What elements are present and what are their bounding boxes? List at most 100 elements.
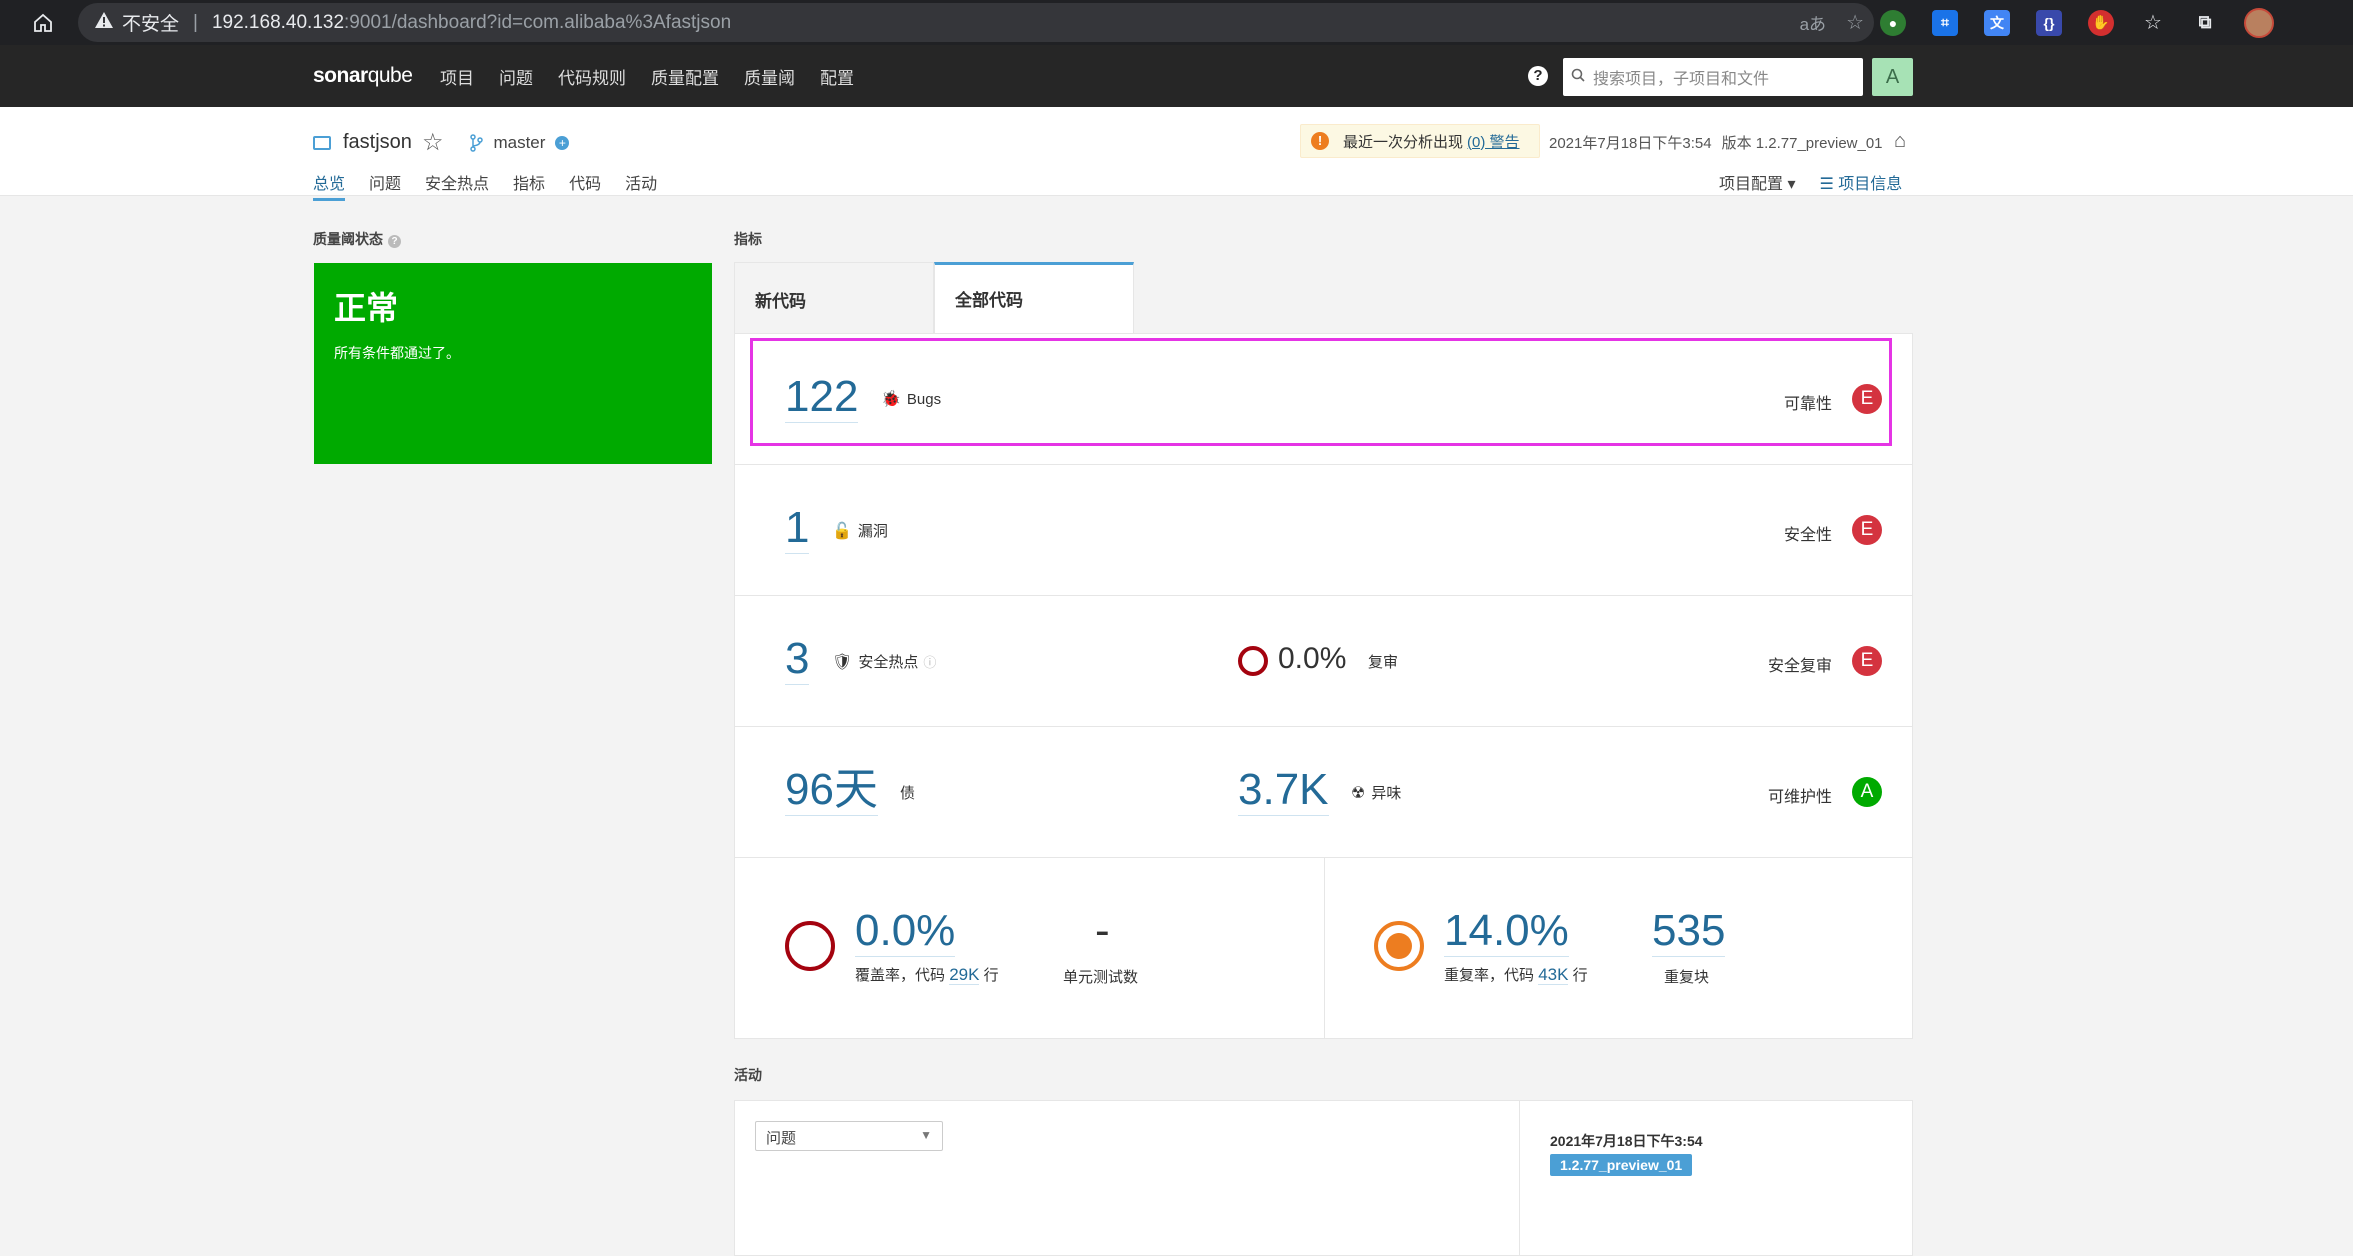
search-placeholder: 搜索项目，子项目和文件 (1593, 71, 1770, 88)
activity-divider (1519, 1101, 1520, 1256)
quality-gate-status-text: 正常 (334, 290, 399, 326)
project-info-link[interactable]: ☰ 项目信息 (1819, 176, 1903, 193)
coverage-value[interactable]: 0.0% (855, 906, 956, 957)
smell-icon: ☢ (1351, 784, 1366, 802)
reliability-rating[interactable]: E (1852, 384, 1882, 414)
security-review-rating[interactable]: E (1852, 646, 1882, 676)
browser-chrome: 不安全 | 192.168.40.132 :9001/dashboard?id=… (0, 0, 2353, 45)
user-avatar[interactable]: A (1872, 58, 1913, 96)
global-search[interactable]: 搜索项目，子项目和文件 (1563, 58, 1863, 96)
extension-json-icon[interactable]: {} (2036, 9, 2062, 36)
help-icon[interactable]: ⓘ (923, 655, 937, 670)
debt-label: 债 (900, 785, 916, 802)
bug-icon: 🐞 (881, 391, 901, 408)
project-title: fastjson ☆ master + (313, 128, 570, 157)
project-settings-dropdown[interactable]: 项目配置 ▾ (1719, 176, 1796, 193)
maintainability-rating[interactable]: A (1852, 777, 1882, 807)
analysis-version: 版本 1.2.77_preview_01 (1721, 135, 1883, 152)
activity-graph-select[interactable]: 问题 ▼ (755, 1121, 943, 1151)
tab-new-code[interactable]: 新代码 (734, 262, 934, 334)
quality-gate-label: 质量阈状态? (313, 229, 401, 249)
warning-text: 最近一次分析出现 (1343, 133, 1464, 151)
hotspots-value[interactable]: 3 (785, 634, 810, 685)
nav-item-rules[interactable]: 代码规则 (558, 68, 626, 88)
extensions-bar: ● ⌗ 文 {} ✋ ☆ ⧉ (1880, 0, 2274, 45)
bugs-value[interactable]: 122 (785, 372, 859, 423)
address-bar[interactable]: 不安全 | 192.168.40.132 :9001/dashboard?id=… (78, 3, 1874, 42)
extension-adblock-icon[interactable]: ✋ (2088, 9, 2114, 36)
tab-overall-code[interactable]: 全部代码 (934, 262, 1134, 334)
code-smells-label: ☢ 异味 (1351, 784, 1402, 803)
activity-panel: 问题 ▼ 2021年7月18日下午3:54 1.2.77_preview_01 (734, 1100, 1913, 1256)
quality-gate-message: 所有条件都通过了。 (334, 345, 460, 361)
browser-profile-avatar[interactable] (2244, 7, 2274, 38)
analysis-warning: ! 最近一次分析出现 (0) 警告 (1300, 124, 1540, 158)
nav-item-issues[interactable]: 问题 (499, 68, 533, 88)
tests-value[interactable]: - (1095, 906, 1110, 955)
extension-crop-icon[interactable]: ⌗ (1932, 9, 1958, 36)
duplicated-blocks-value[interactable]: 535 (1652, 906, 1726, 957)
coverage-label: 覆盖率，代码 29K 行 (855, 965, 999, 985)
coverage-duplication-divider (1324, 858, 1325, 1039)
nav-item-admin[interactable]: 配置 (820, 68, 854, 88)
project-name[interactable]: fastjson (343, 131, 412, 153)
favorite-star-icon[interactable]: ☆ (421, 129, 444, 156)
help-icon[interactable]: ? (388, 235, 401, 248)
review-value[interactable]: 0.0% (1278, 642, 1347, 675)
review-label: 复审 (1368, 654, 1399, 671)
coverage-lines-link[interactable]: 29K (949, 965, 980, 985)
tab-measures[interactable]: 指标 (513, 176, 546, 193)
address-separator: | (193, 11, 198, 33)
activity-version-badge: 1.2.77_preview_01 (1550, 1154, 1693, 1176)
metrics-panel: 122 🐞 Bugs 可靠性 E 1 🔓 漏洞 安全性 E 3 🛡 安全热点 ⓘ 0.0… (734, 333, 1913, 1039)
home-page-icon[interactable]: ⌂ (1894, 130, 1907, 152)
favorite-star-icon[interactable]: ☆ (1846, 12, 1864, 34)
debt-value[interactable]: 96天 (785, 765, 878, 816)
vulnerabilities-label: 🔓 漏洞 (832, 522, 888, 541)
shield-icon: 🛡 (832, 653, 853, 671)
tab-overview[interactable]: 总览 (313, 170, 346, 201)
nav-item-profiles[interactable]: 质量配置 (651, 68, 719, 88)
url-host: 192.168.40.132 (211, 11, 345, 33)
tab-code[interactable]: 代码 (569, 176, 602, 193)
sonarqube-logo[interactable]: sonarqube (313, 64, 413, 87)
list-icon: ☰ (1819, 176, 1839, 193)
warning-link[interactable]: (0) 警告 (1467, 133, 1520, 151)
read-aloud-icon[interactable]: aあ (1799, 15, 1827, 34)
analysis-date: 2021年7月18日下午3:54 (1549, 135, 1712, 152)
analysis-meta: 2021年7月18日下午3:54 版本 1.2.77_preview_01 (1549, 132, 1883, 153)
duplication-label: 重复率，代码 43K 行 (1444, 965, 1588, 985)
vulnerabilities-row: 1 🔓 漏洞 安全性 E (735, 465, 1912, 596)
bugs-row: 122 🐞 Bugs 可靠性 E (735, 334, 1912, 465)
nav-item-projects[interactable]: 项目 (440, 68, 474, 88)
nav-item-gates[interactable]: 质量阈 (744, 68, 795, 88)
code-smells-value[interactable]: 3.7K (1238, 765, 1329, 816)
favorites-icon[interactable]: ☆ (2144, 12, 2162, 34)
vulnerabilities-value[interactable]: 1 (785, 503, 810, 554)
duplication-ring-icon (1374, 921, 1424, 971)
bugs-label: 🐞 Bugs (881, 390, 942, 409)
branch-selector[interactable]: master + (469, 132, 570, 153)
duplication-lines-link[interactable]: 43K (1538, 965, 1569, 985)
tab-issues[interactable]: 问题 (369, 176, 402, 193)
hotspots-label: 🛡 安全热点 ⓘ (832, 653, 937, 672)
duplication-value[interactable]: 14.0% (1444, 906, 1569, 957)
security-rating[interactable]: E (1852, 515, 1882, 545)
security-label: 安全性 (1783, 527, 1832, 544)
extension-translate-icon[interactable]: 文 (1984, 9, 2010, 36)
lock-icon: 🔓 (832, 522, 852, 540)
extension-green-icon[interactable]: ● (1880, 9, 1906, 36)
tab-activity[interactable]: 活动 (625, 176, 658, 193)
tab-hotspots[interactable]: 安全热点 (425, 176, 490, 193)
search-icon (1571, 68, 1585, 87)
branch-name: master (493, 132, 546, 152)
warning-icon (94, 11, 114, 35)
branch-add-icon[interactable]: + (555, 135, 570, 150)
maintainability-row: 96天 债 3.7K ☢ 异味 可维护性 A (735, 727, 1912, 858)
chevron-down-icon: ▼ (920, 1128, 932, 1142)
help-icon[interactable]: ? (1528, 66, 1548, 86)
browser-home-icon[interactable] (20, 0, 65, 45)
review-ring-icon (1238, 646, 1268, 676)
collections-icon[interactable]: ⧉ (2198, 12, 2212, 32)
activity-label: 活动 (734, 1067, 762, 1083)
